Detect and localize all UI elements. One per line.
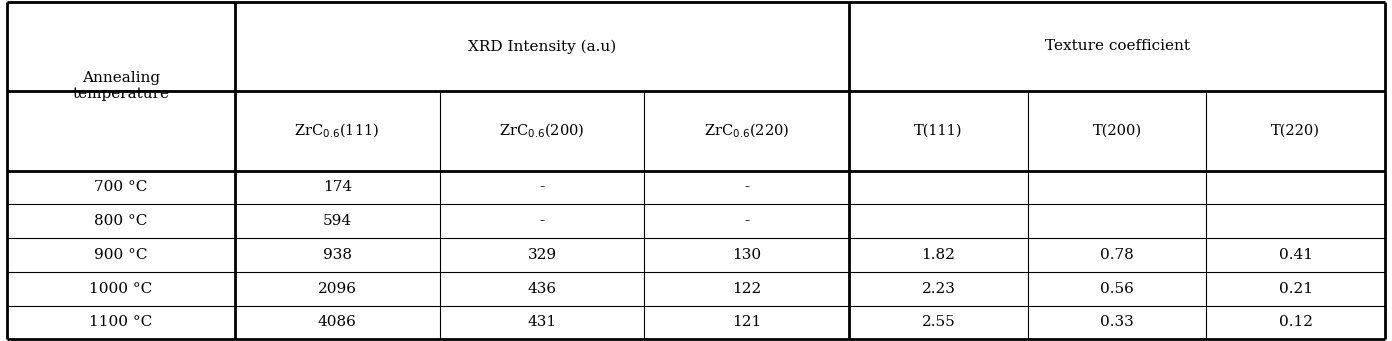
Text: 0.12: 0.12 — [1279, 315, 1313, 329]
Text: 431: 431 — [528, 315, 557, 329]
Text: -: - — [540, 180, 544, 194]
Text: 1.82: 1.82 — [922, 248, 955, 262]
Text: 0.21: 0.21 — [1279, 282, 1313, 296]
Text: 800 °C: 800 °C — [95, 214, 148, 228]
Text: -: - — [540, 214, 544, 228]
Text: 121: 121 — [732, 315, 761, 329]
Text: 594: 594 — [323, 214, 352, 228]
Text: ZrC$_{0.6}$(220): ZrC$_{0.6}$(220) — [704, 122, 789, 140]
Text: -: - — [745, 214, 749, 228]
Text: 1100 °C: 1100 °C — [89, 315, 153, 329]
Text: 130: 130 — [732, 248, 761, 262]
Text: T(220): T(220) — [1271, 124, 1320, 138]
Text: 0.78: 0.78 — [1100, 248, 1134, 262]
Text: 1000 °C: 1000 °C — [89, 282, 153, 296]
Text: 436: 436 — [528, 282, 557, 296]
Text: ZrC$_{0.6}$(200): ZrC$_{0.6}$(200) — [500, 122, 585, 140]
Text: ZrC$_{0.6}$(111): ZrC$_{0.6}$(111) — [295, 122, 380, 140]
Text: 329: 329 — [528, 248, 557, 262]
Text: 0.56: 0.56 — [1100, 282, 1134, 296]
Text: 0.33: 0.33 — [1100, 315, 1134, 329]
Text: 938: 938 — [323, 248, 352, 262]
Text: 174: 174 — [323, 180, 352, 194]
Text: XRD Intensity (a.u): XRD Intensity (a.u) — [468, 39, 617, 54]
Text: 2096: 2096 — [317, 282, 356, 296]
Text: Texture coefficient: Texture coefficient — [1044, 40, 1190, 54]
Text: 0.41: 0.41 — [1279, 248, 1313, 262]
Text: 900 °C: 900 °C — [95, 248, 148, 262]
Text: 700 °C: 700 °C — [95, 180, 148, 194]
Text: 122: 122 — [732, 282, 761, 296]
Text: 2.55: 2.55 — [922, 315, 955, 329]
Text: -: - — [745, 180, 749, 194]
Text: T(200): T(200) — [1093, 124, 1141, 138]
Text: Annealing
temperature: Annealing temperature — [72, 71, 170, 101]
Text: 2.23: 2.23 — [922, 282, 955, 296]
Text: 4086: 4086 — [317, 315, 356, 329]
Text: T(111): T(111) — [915, 124, 963, 138]
